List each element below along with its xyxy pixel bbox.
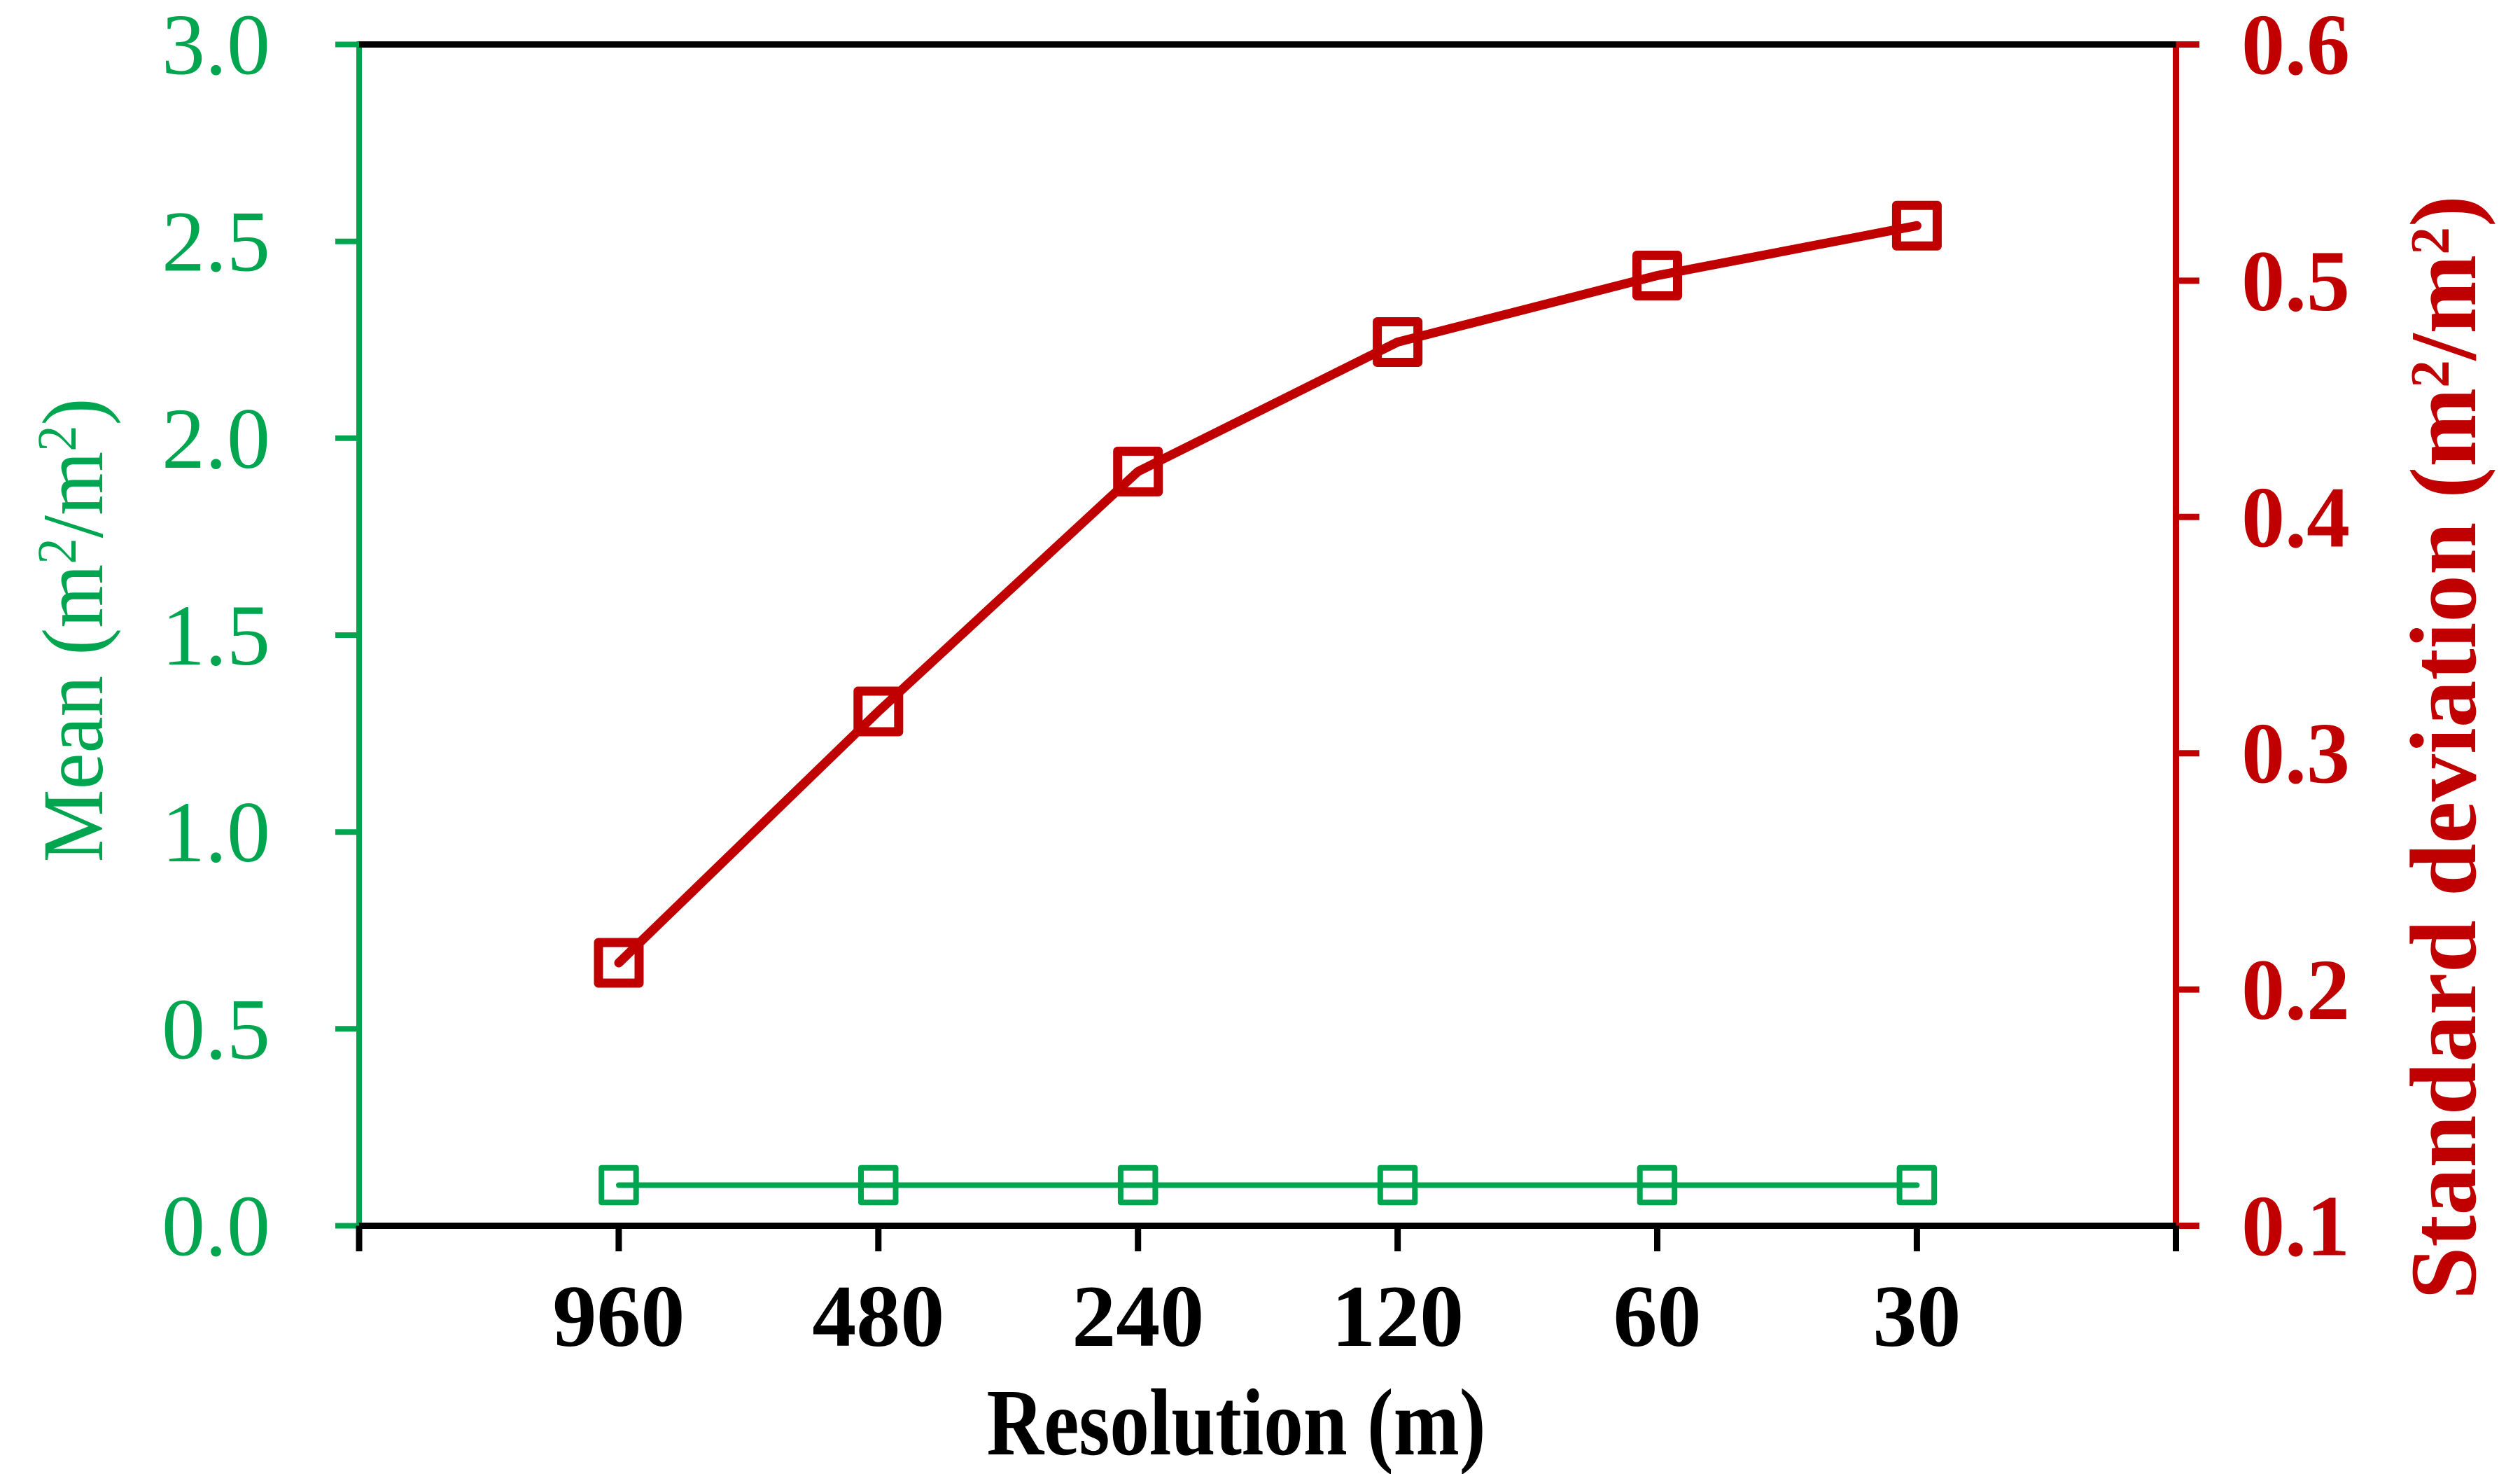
- svg-text:0.0: 0.0: [162, 1178, 270, 1274]
- svg-text:0.3: 0.3: [2241, 706, 2350, 802]
- svg-text:30: 30: [1872, 1268, 1961, 1365]
- svg-text:Resolution (m): Resolution (m): [987, 1370, 1486, 1474]
- svg-text:1.5: 1.5: [162, 587, 270, 683]
- svg-text:0.2: 0.2: [2241, 942, 2350, 1038]
- svg-text:Mean (m2/m2): Mean (m2/m2): [25, 398, 121, 863]
- svg-text:60: 60: [1614, 1268, 1702, 1365]
- svg-text:480: 480: [812, 1268, 944, 1365]
- svg-text:2.5: 2.5: [162, 194, 270, 290]
- svg-text:120: 120: [1331, 1268, 1464, 1365]
- svg-text:0.4: 0.4: [2241, 469, 2350, 565]
- svg-text:0.5: 0.5: [2241, 233, 2350, 329]
- svg-text:240: 240: [1072, 1268, 1204, 1365]
- svg-text:0.1: 0.1: [2241, 1178, 2350, 1274]
- svg-text:960: 960: [552, 1268, 685, 1365]
- svg-text:0.6: 0.6: [2241, 0, 2350, 93]
- svg-text:0.5: 0.5: [162, 981, 270, 1077]
- svg-text:3.0: 3.0: [162, 0, 270, 93]
- svg-text:1.0: 1.0: [162, 784, 270, 880]
- svg-text:2.0: 2.0: [162, 391, 270, 487]
